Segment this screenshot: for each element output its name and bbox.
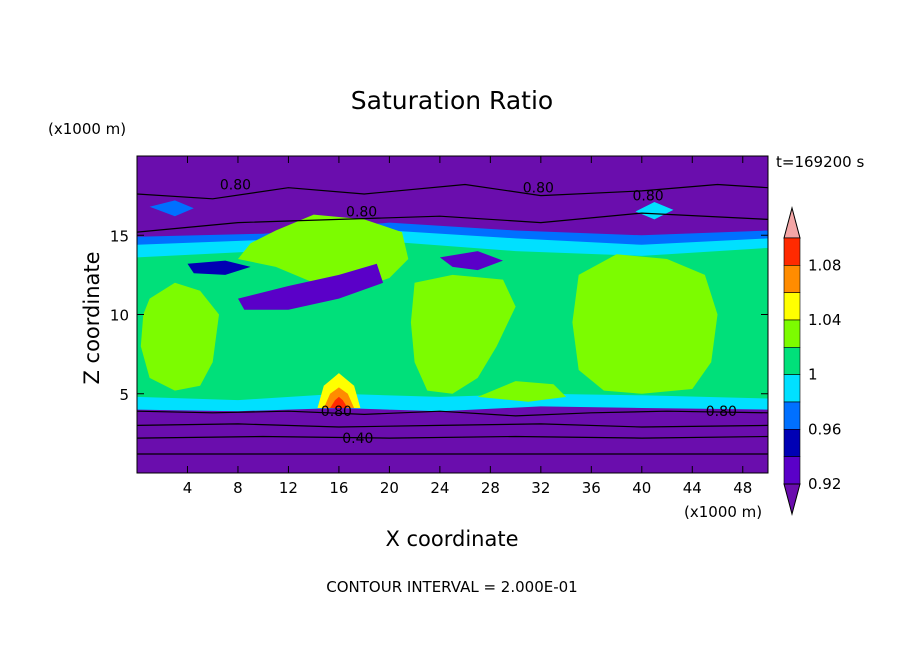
green-cell-west (140, 282, 219, 391)
dry-intrusion-west (187, 260, 251, 275)
colorbar-label: 1 (808, 366, 818, 384)
warm-core-red (330, 396, 348, 408)
contour-label: 0.80 (220, 178, 251, 194)
dry-intrusion-mid (238, 263, 384, 310)
dry-intrusion-upper (439, 251, 503, 271)
y-tick-label: 10 (110, 307, 129, 325)
colorbar-label: 1.08 (808, 256, 841, 274)
contour-label: 0.80 (706, 404, 737, 420)
contour-line-080-upper (137, 212, 768, 233)
y-axis-unit: (x1000 m) (48, 120, 127, 138)
colorbar-segment (783, 292, 801, 321)
contour-line-080-top (137, 183, 768, 200)
colorbar-segment (783, 237, 801, 266)
contour-label: 0.80 (523, 181, 554, 197)
colorbar-segment (783, 319, 801, 348)
x-tick-label: 20 (380, 479, 399, 497)
colorbar-segment (783, 265, 801, 293)
y-tick-label: 5 (119, 386, 129, 404)
x-tick-label: 16 (329, 479, 348, 497)
upper-blue-fringe (137, 222, 768, 245)
x-tick-label: 8 (233, 479, 243, 497)
x-tick-label: 32 (531, 479, 550, 497)
contour-line-080-low (137, 410, 768, 417)
contour-label: 0.80 (346, 204, 377, 220)
lower-cyan-fringe (137, 393, 768, 412)
contour-label: 0.40 (342, 431, 373, 447)
contour-line-040-low (137, 435, 768, 439)
colorbar-segment (783, 374, 801, 403)
colorbar-label: 1.04 (808, 311, 841, 329)
contour-interval-label: CONTOUR INTERVAL = 2.000E-01 (326, 578, 578, 596)
colorbar-segment (783, 429, 801, 457)
x-tick-label: 48 (733, 479, 752, 497)
x-tick-label: 36 (582, 479, 601, 497)
contour-label: 0.80 (633, 189, 664, 205)
colorbar-segment (783, 347, 801, 375)
green-cell-east (572, 254, 718, 394)
colorbar-segment (783, 401, 801, 430)
green-cell-middle (410, 274, 516, 394)
upper-patch (635, 202, 674, 220)
upper-cyan-fringe (137, 227, 768, 258)
contour-field (137, 156, 768, 473)
colorbar-top-arrow (783, 206, 801, 239)
contour-line-060-low (137, 423, 768, 428)
x-axis-label: X coordinate (385, 527, 519, 551)
upper-patch-west (149, 200, 194, 217)
x-tick-label: 28 (481, 479, 500, 497)
x-tick-label: 44 (683, 479, 702, 497)
chart-title: Saturation Ratio (350, 86, 554, 115)
colorbar-bottom-arrow (783, 483, 801, 516)
green-cell-low (477, 381, 567, 402)
x-tick-label: 40 (632, 479, 651, 497)
x-tick-label: 4 (183, 479, 193, 497)
x-tick-label: 12 (279, 479, 298, 497)
contour-lines: 0.80 0.80 0.80 0.80 0.80 0.80 0.40 (137, 178, 768, 455)
x-tick-label: 24 (430, 479, 449, 497)
y-tick-label: 15 (110, 227, 129, 245)
colorbar: 1.08 1.04 1 0.96 0.92 (783, 206, 841, 516)
colorbar-label: 0.96 (808, 420, 841, 438)
contour-label: 0.80 (321, 404, 352, 420)
timestamp-label: t=169200 s (776, 153, 865, 171)
colorbar-label: 0.92 (808, 475, 841, 493)
x-axis-unit: (x1000 m) (684, 503, 763, 521)
colorbar-segment (783, 456, 801, 485)
